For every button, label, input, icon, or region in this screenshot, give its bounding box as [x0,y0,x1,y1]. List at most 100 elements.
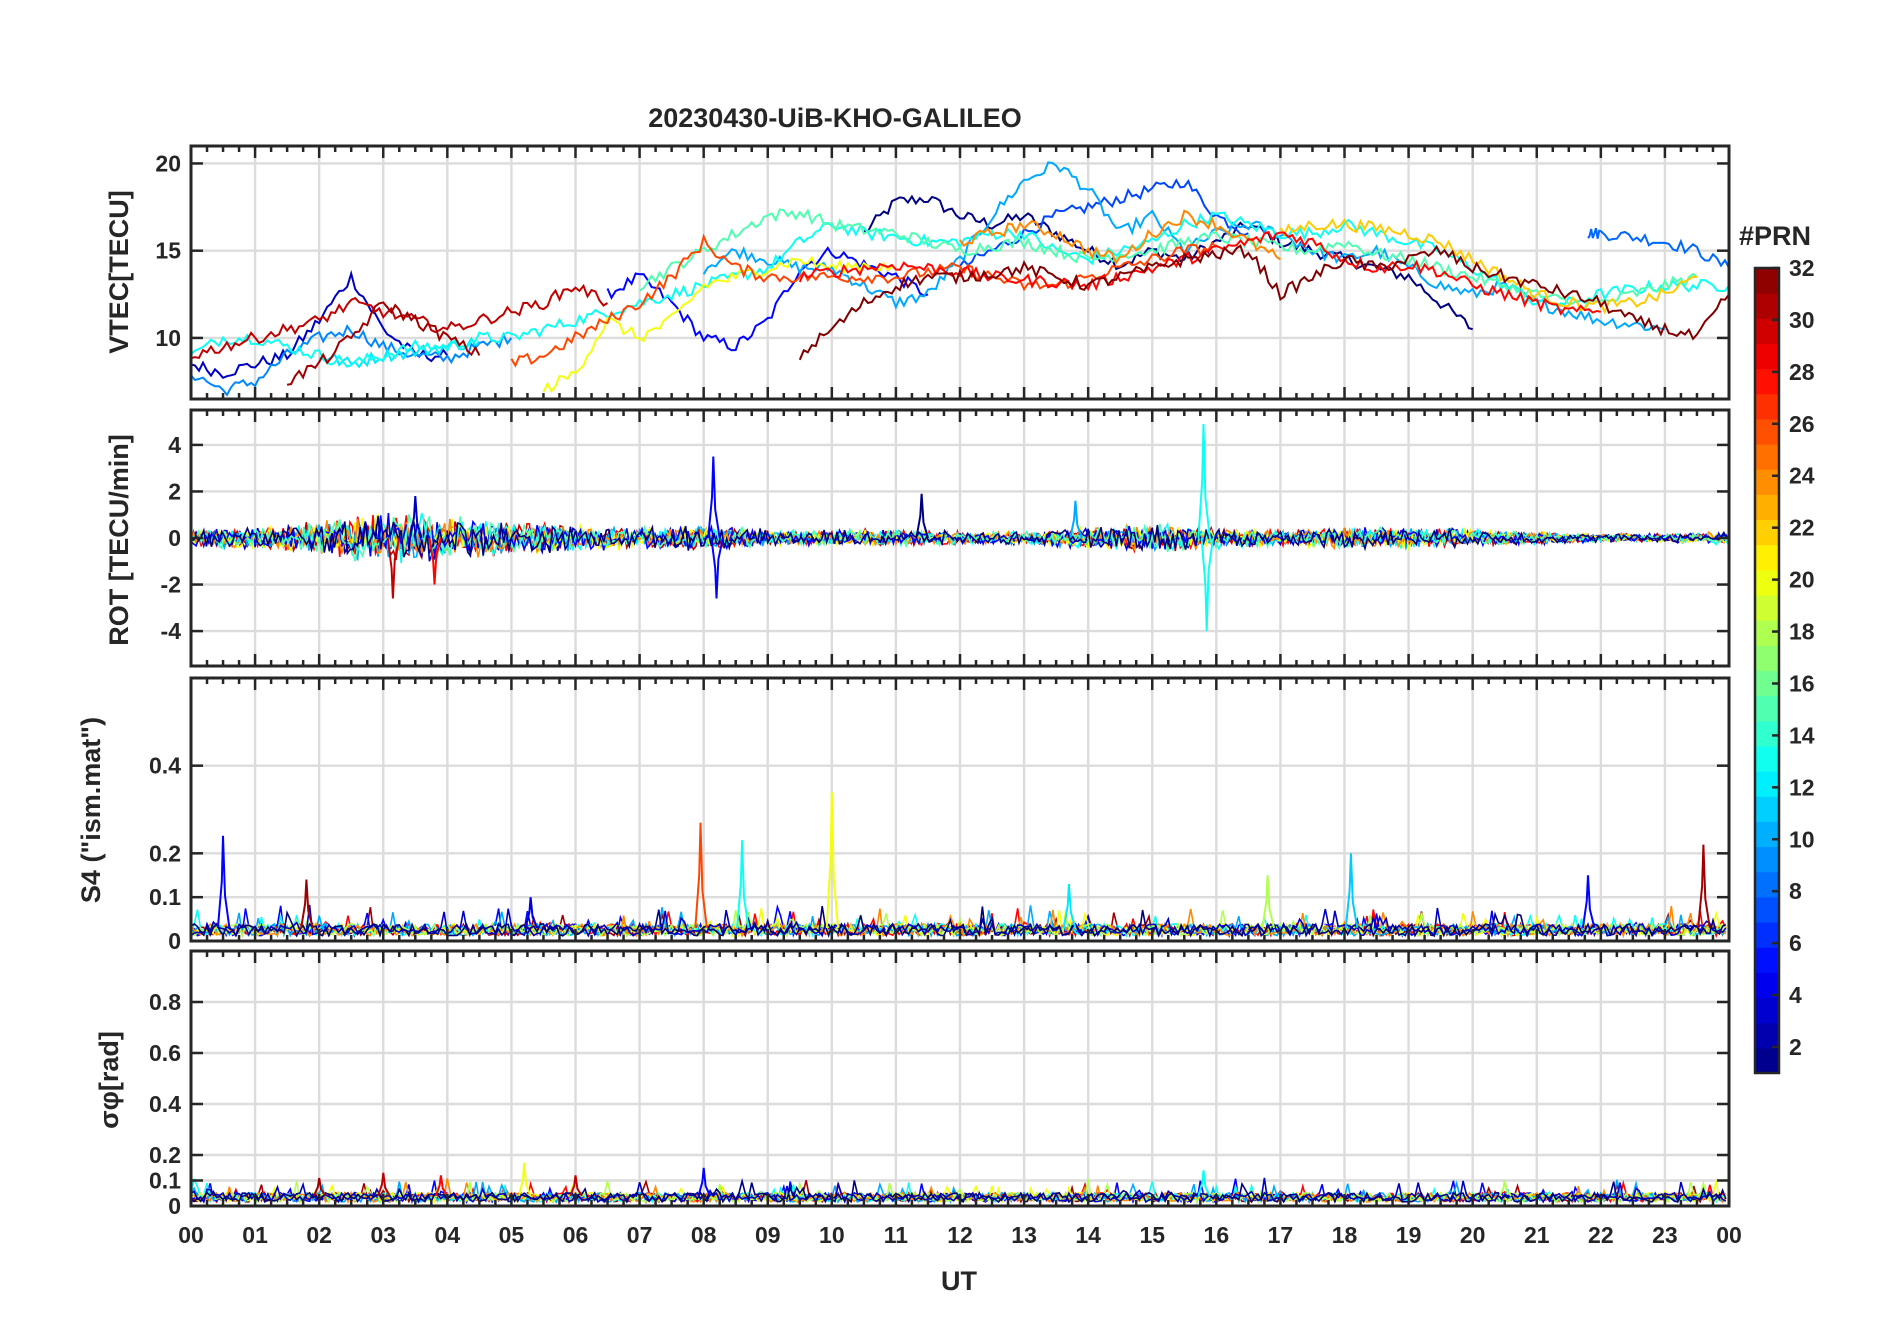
y-tick-label: 0.8 [149,989,181,1015]
colorbar-tick-label: 30 [1789,307,1815,333]
colorbar-segment [1755,821,1779,848]
x-ticks-s4 [189,678,1731,941]
data-vtec [191,161,1729,397]
y-tick-label: 0.1 [149,884,181,910]
colorbar-segment [1755,620,1779,646]
x-tick-label: 07 [627,1222,653,1248]
spike-prn-20 [518,1162,532,1197]
colorbar-segment [1755,947,1779,973]
figure-title: 20230430-UiB-KHO-GALILEO [648,103,1022,133]
x-tick-label: 23 [1652,1222,1678,1248]
series-prn-1 [191,515,1729,559]
spike-prn-30 [377,1172,391,1197]
spike-prn-5 [1581,875,1596,929]
panel-s4: 0 0.1 0.2 0.4 S4 ("ism.mat") [76,676,1731,954]
colorbar-tick-label: 6 [1789,930,1802,956]
x-tick-label: 16 [1204,1222,1230,1248]
series-prn-1 [863,194,1473,331]
colorbar-segment [1755,469,1779,495]
x-axis: 00 01 02 03 04 05 06 07 08 09 10 11 12 13 14 15 16 17 18 19… [178,1222,1742,1248]
x-tick-label: 09 [755,1222,781,1248]
y-tick-label: 0 [168,1193,181,1219]
colorbar-segment [1755,494,1779,521]
series-prn-28 [798,230,1601,316]
y-tick-label: 20 [155,150,181,176]
x-tick-label: 22 [1588,1222,1614,1248]
x-ticks-vtec [189,146,1731,399]
colorbar-segment [1755,796,1779,822]
colorbar-segment [1755,972,1779,999]
colorbar-tick-label: 18 [1789,619,1815,645]
x-tick-label: 01 [242,1222,268,1248]
colorbar-segment [1755,343,1779,370]
spike-prn-18 [1261,875,1275,929]
x-tick-label: 11 [884,1222,909,1248]
grid-sigma-phi [191,951,1729,1208]
spike-prn-20 [825,791,840,928]
x-tick-label: 14 [1075,1222,1101,1248]
spike-prn-11 [1344,853,1359,929]
series-prn-32 [798,244,1729,361]
colorbar-tick-label: 2 [1789,1034,1802,1060]
colorbar-tick-label: 28 [1789,359,1815,385]
x-tick-label: 13 [1011,1222,1037,1248]
x-tick-label: 21 [1524,1222,1550,1248]
y-tick-label: 4 [168,432,181,458]
colorbar-segment [1755,997,1779,1024]
colorbar-segment [1755,896,1779,923]
spike-prn-5 [710,537,724,599]
colorbar-tick-label: 22 [1789,515,1815,541]
colorbar-tick-label: 20 [1789,567,1815,593]
series-prn-26 [510,233,1218,368]
x-tick-label: 20 [1460,1222,1486,1248]
colorbar-segment [1755,745,1779,772]
x-tick-label: 00 [1716,1222,1742,1248]
panel-rot: -4 -2 0 2 4 ROT [TECU/min] [104,408,1731,668]
y-tick-label: 0.2 [149,1142,181,1168]
colorbar-segment [1755,595,1779,621]
y-tick-label: 0.4 [149,1091,181,1117]
spike-prn-30 [386,537,401,599]
series-prn-9 [191,323,513,397]
y-tick-label: 0.4 [149,753,181,779]
x-tick-label: 06 [563,1222,589,1248]
series-prn-8 [1587,227,1729,269]
colorbar-tick-label: 24 [1789,463,1815,489]
x-tick-label: 03 [370,1222,396,1248]
series-prn-31 [286,301,481,386]
panel-sigma-phi: 00.10.2 0.4 0.6 0.8 σφ[rad] [94,949,1731,1219]
data-s4 [191,791,1727,939]
series-prn-7 [959,178,1249,267]
colorbar-tick-label: 32 [1789,255,1815,281]
spike-prn-28 [434,1175,449,1197]
colorbar-segment [1755,569,1779,596]
colorbar-tick-label: 26 [1789,411,1815,437]
colorbar-segment [1755,444,1779,470]
colorbar-tick-label: 4 [1789,982,1802,1008]
spike-prn-26 [694,822,708,929]
x-tick-label: 08 [691,1222,717,1248]
colorbar-segment [1755,519,1779,546]
x-tick-label: 04 [435,1222,461,1248]
data-sigma-phi [191,1162,1727,1205]
colorbar-segment [1755,393,1779,420]
x-axis-label: UT [941,1266,977,1296]
spike-prn-5 [697,1167,712,1197]
x-ticks-rot [189,410,1731,666]
colorbar-segment [1755,1022,1779,1049]
colorbar-segment [1755,318,1779,344]
spike-prn-31 [300,879,314,929]
y-tick-label: 0.6 [149,1040,181,1066]
spike-prn-30 [569,1175,583,1197]
x-ticks-sigma-phi [189,951,1731,1206]
series-prn-24 [959,209,1281,265]
x-tick-label: 02 [306,1222,332,1248]
series-prn-30 [191,283,609,360]
spike-prn-31 [1697,844,1711,929]
spike-prn-12 [1062,883,1077,929]
y-tick-label: 0.1 [149,1168,181,1194]
x-tick-label: 10 [819,1222,845,1248]
